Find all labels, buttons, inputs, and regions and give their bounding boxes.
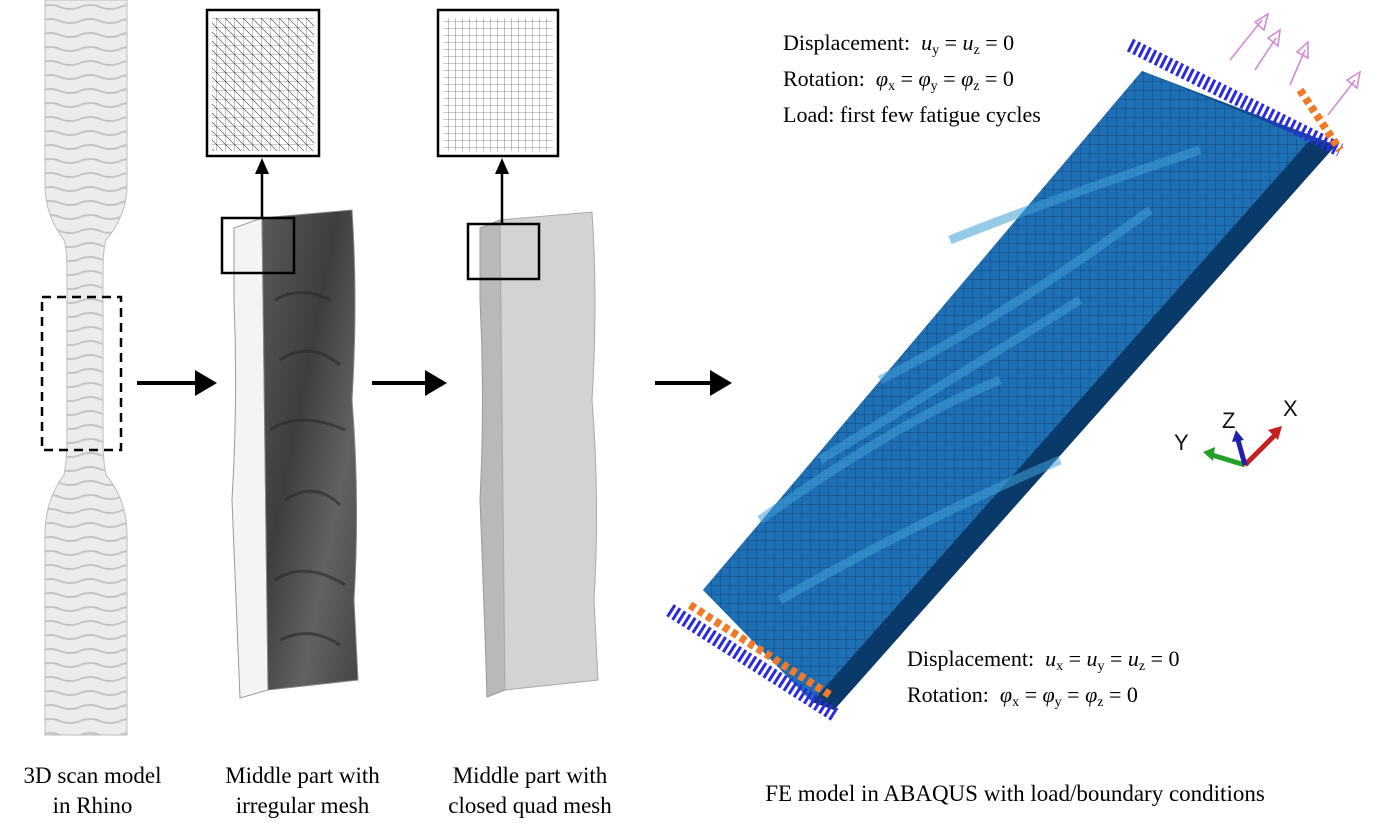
caption-quad-line1: Middle part with <box>452 763 608 788</box>
x-axis-label: X <box>1283 396 1298 421</box>
quad-mesh-part <box>436 8 599 698</box>
scan-model-specimen <box>40 0 128 736</box>
middle-part-dashed-box <box>40 295 123 452</box>
bottom-rotation-condition: Rotation: φx = φy = φz = 0 <box>907 682 1138 710</box>
irregular-zoom-box <box>220 216 296 275</box>
fe-model <box>666 12 1362 721</box>
y-axis-label: Y <box>1174 430 1189 455</box>
irregular-mesh-part <box>205 8 359 699</box>
caption-scan-model: 3D scan model in Rhino <box>0 761 185 821</box>
load-arrows <box>1229 12 1362 116</box>
caption-scan-line2: in Rhino <box>52 793 133 818</box>
caption-irregular-line1: Middle part with <box>225 763 380 788</box>
caption-scan-line1: 3D scan model <box>23 763 162 788</box>
bottom-displacement-condition: Displacement: ux = uy = uz = 0 <box>907 646 1180 674</box>
top-displacement-condition: Displacement: uy = uz = 0 <box>783 30 1015 58</box>
caption-irregular-line2: irregular mesh <box>235 793 370 818</box>
caption-quad-mesh: Middle part with closed quad mesh <box>425 761 635 821</box>
top-constraint-symbols <box>1126 38 1344 157</box>
caption-quad-line2: closed quad mesh <box>448 793 612 818</box>
z-axis-label: Z <box>1222 408 1236 433</box>
caption-fe-model: FE model in ABAQUS with load/boundary co… <box>765 781 1265 806</box>
top-load-condition: Load: first few fatigue cycles <box>783 102 1041 127</box>
top-rotation-condition: Rotation: φx = φy = φz = 0 <box>783 66 1014 94</box>
coordinate-triad <box>1203 426 1282 468</box>
caption-irregular-mesh: Middle part with irregular mesh <box>200 761 405 821</box>
quad-zoom-box <box>466 222 541 281</box>
bottom-constraint-symbols <box>666 601 839 721</box>
fe-mesh-surface <box>703 71 1310 702</box>
